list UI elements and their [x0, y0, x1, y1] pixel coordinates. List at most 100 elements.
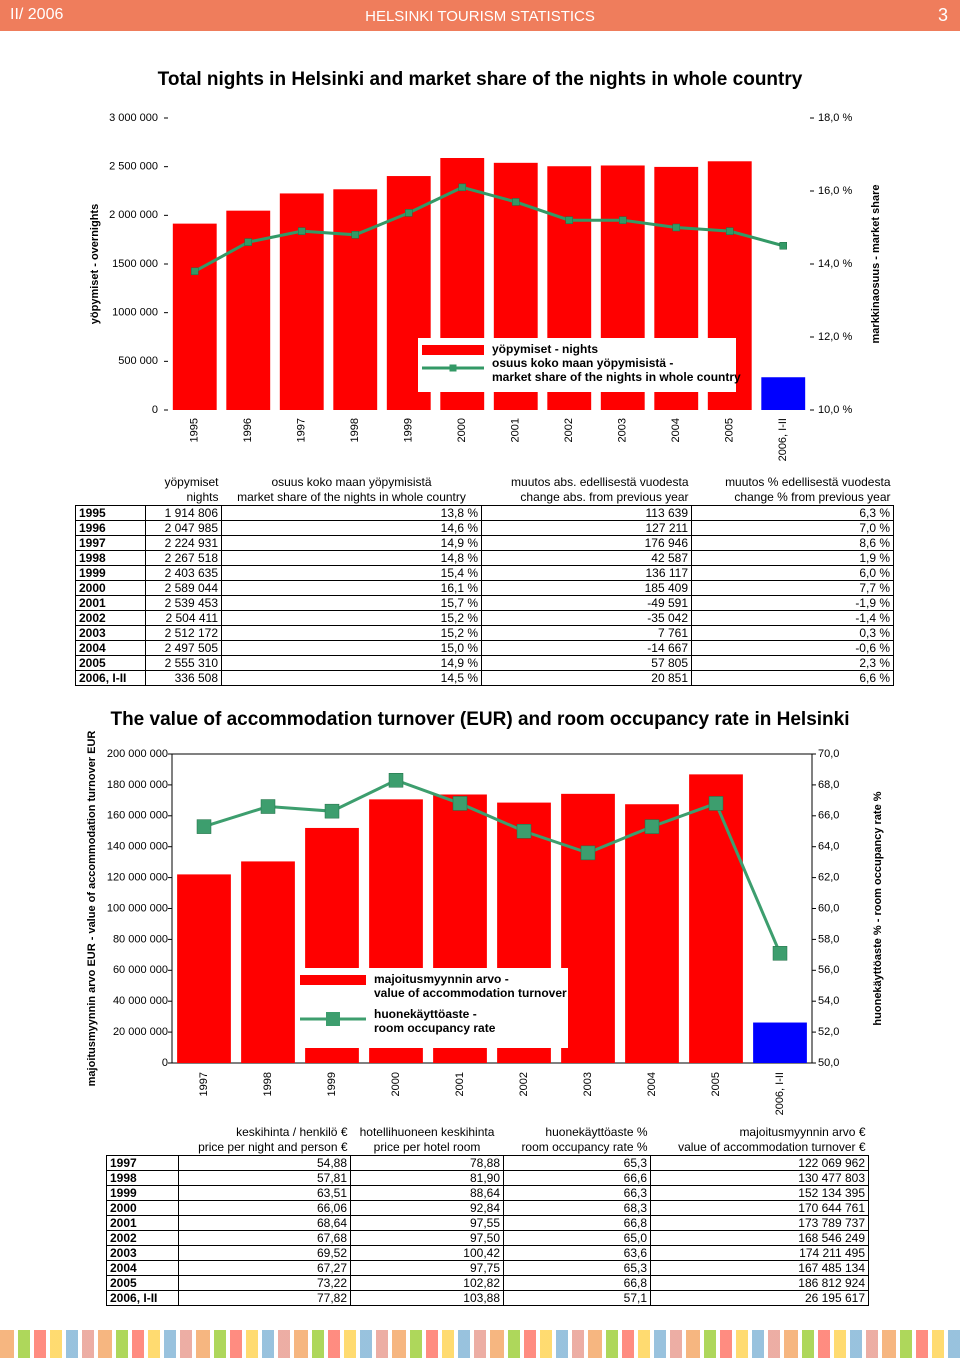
- table-cell: 2 497 505: [145, 640, 222, 656]
- marker: [580, 845, 596, 861]
- table-cell: 16,1 %: [221, 580, 482, 596]
- table-cell: 66,06: [178, 1200, 351, 1216]
- table-row: 2005 73,22 102,82 66,8 186 812 924: [106, 1275, 869, 1291]
- table-cell: 7 761: [481, 625, 692, 641]
- table-cell: 136 117: [481, 565, 692, 581]
- table-cell: -1,4 %: [691, 610, 894, 626]
- table-cell: -0,6 %: [691, 640, 894, 656]
- header-cell: [107, 1125, 179, 1156]
- header-cell: yöpymiset nights: [164, 475, 219, 504]
- table-cell: 2004: [75, 640, 146, 656]
- table-row: 2000 66,06 92,84 68,3 170 644 761: [106, 1200, 869, 1216]
- x-tick-label: 1995: [189, 418, 201, 442]
- table-cell: 97,75: [350, 1260, 504, 1276]
- table-cell: 176 946: [481, 535, 692, 551]
- table-cell: 73,22: [178, 1275, 351, 1291]
- y-tick-label: 0: [152, 404, 158, 416]
- y2-tick-label: 60,0: [818, 902, 839, 914]
- bar: [241, 861, 295, 1063]
- x-tick-label: 2003: [617, 418, 629, 442]
- table-cell: -35 042: [481, 610, 692, 626]
- table-cell: 185 409: [481, 580, 692, 596]
- bar: [279, 193, 324, 410]
- line: [194, 185, 784, 273]
- y2-tick-label: 62,0: [818, 872, 839, 884]
- marker: [324, 803, 340, 819]
- y2-tick-label: 18,0 %: [818, 112, 852, 124]
- table-cell: 66,8: [503, 1215, 651, 1231]
- table-cell: 1996: [75, 520, 146, 536]
- table-cell: -49 591: [481, 595, 692, 611]
- x-tick-label: 1998: [349, 418, 361, 442]
- table-cell: 8,6 %: [691, 535, 894, 551]
- table-cell: 336 508: [145, 670, 222, 686]
- table-cell: 54,88: [178, 1155, 351, 1171]
- table-cell: 1995: [75, 505, 146, 521]
- y2-axis-title: huonekäyttöaste % - room occupancy rate …: [872, 791, 884, 1025]
- x-tick-label: 2002: [518, 1072, 530, 1096]
- marker: [191, 267, 199, 276]
- table-cell: 6,3 %: [691, 505, 894, 521]
- x-tick-label: 1997: [198, 1072, 210, 1096]
- table-cell: 167 485 134: [650, 1260, 869, 1276]
- marker: [512, 198, 520, 206]
- y-tick-label: 3 000 000: [109, 112, 158, 124]
- marker: [244, 238, 252, 246]
- marker: [772, 946, 788, 961]
- table-cell: 2001: [106, 1215, 179, 1231]
- table-row: 1999 2 403 635 15,4 % 136 117 6,0 %: [75, 565, 894, 581]
- table-cell: 15,7 %: [221, 595, 482, 611]
- marker: [779, 242, 787, 250]
- table-cell: 170 644 761: [650, 1200, 869, 1216]
- table-cell: 69,52: [178, 1245, 351, 1261]
- table-cell: 103,88: [350, 1290, 504, 1306]
- table-row: 2001 68,64 97,55 66,8 173 789 737: [106, 1215, 869, 1231]
- y2-tick-label: 68,0: [818, 779, 839, 791]
- table-cell: 100,42: [350, 1245, 504, 1261]
- marker: [619, 216, 627, 224]
- table-cell: 42 587: [481, 550, 692, 566]
- table-cell: 122 069 962: [650, 1155, 869, 1171]
- table-cell: 2 589 044: [145, 580, 222, 596]
- y2-axis-title: markkinaosuus - market share: [870, 185, 882, 344]
- header-cell: huonekäyttöaste % room occupancy rate %: [521, 1125, 648, 1154]
- x-tick-label: 2006, I-II: [777, 418, 789, 461]
- chart-title: Total nights in Helsinki and market shar…: [158, 69, 803, 90]
- x-tick-label: 2006, I-II: [774, 1072, 786, 1115]
- table-cell: 57,81: [178, 1170, 351, 1186]
- table-row: 1997 2 224 931 14,9 % 176 946 8,6 %: [75, 535, 894, 551]
- marker: [726, 227, 734, 235]
- header-cell: majoitusmyynnin arvo € value of accommod…: [678, 1125, 866, 1154]
- x-tick-label: 1996: [242, 418, 254, 442]
- issue: II/ 2006: [10, 6, 64, 23]
- table-cell: 15,4 %: [221, 565, 482, 581]
- x-tick-label: 2001: [454, 1072, 466, 1096]
- table-cell: 2001: [75, 595, 146, 611]
- legend-label: yöpymiset - nights: [492, 342, 598, 356]
- table-row: 2001 2 539 453 15,7 % -49 591 -1,9 %: [75, 595, 894, 611]
- table-nights: yöpymiset nights osuus koko maan yöpymisi…: [75, 475, 894, 686]
- y-tick-label: 80 000 000: [113, 933, 168, 945]
- marker: [196, 819, 212, 834]
- y-tick-label: 200 000 000: [107, 748, 168, 760]
- table-cell: -14 667: [481, 640, 692, 656]
- table-cell: 14,6 %: [221, 520, 482, 536]
- x-tick-label: 2003: [582, 1072, 594, 1096]
- table-cell: 2000: [106, 1200, 179, 1216]
- table-cell: 2000: [75, 580, 146, 596]
- table-cell: 130 477 803: [650, 1170, 869, 1186]
- y2-tick-label: 52,0: [818, 1026, 839, 1038]
- table-cell: 67,27: [178, 1260, 351, 1276]
- table-row: 2006, I-II 336 508 14,5 % 20 851 6,6 %: [75, 670, 894, 686]
- bar: [333, 189, 378, 410]
- table-cell: 57,1: [503, 1290, 651, 1306]
- table-cell: 2 555 310: [145, 655, 222, 671]
- marker: [260, 799, 276, 814]
- table-cell: 78,88: [350, 1155, 504, 1171]
- table-row: 2004 2 497 505 15,0 % -14 667 -0,6 %: [75, 640, 894, 656]
- header-bar: II/ 2006 HELSINKI TOURISM STATISTICS 3: [0, 0, 960, 31]
- marker: [672, 223, 680, 232]
- table-cell: 2 267 518: [145, 550, 222, 566]
- marker: [458, 183, 466, 192]
- table-cell: 173 789 737: [650, 1215, 869, 1231]
